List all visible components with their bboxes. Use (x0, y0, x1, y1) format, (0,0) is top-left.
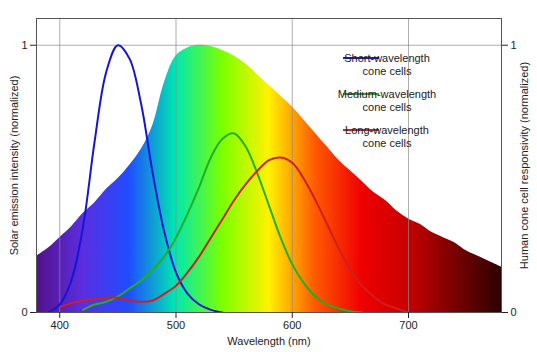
svg-text:1: 1 (511, 39, 517, 51)
svg-text:Medium-wavelengthcone cells: Medium-wavelengthcone cells (338, 88, 436, 113)
svg-text:0: 0 (511, 306, 517, 318)
svg-text:600: 600 (283, 319, 301, 331)
svg-text:500: 500 (167, 319, 185, 331)
svg-text:1: 1 (21, 39, 27, 51)
svg-text:Short-wavelengthcone cells: Short-wavelengthcone cells (344, 52, 430, 77)
svg-text:Long-wavelengthcone cells: Long-wavelengthcone cells (345, 124, 429, 149)
svg-text:Solar emission intensity (norm: Solar emission intensity (normalized) (8, 76, 20, 256)
svg-text:0: 0 (21, 306, 27, 318)
svg-text:700: 700 (399, 319, 417, 331)
svg-text:Wavelength (nm): Wavelength (nm) (227, 335, 310, 347)
svg-text:400: 400 (51, 319, 69, 331)
svg-text:Human cone cell responsivity (: Human cone cell responsivity (normalized… (518, 62, 530, 269)
